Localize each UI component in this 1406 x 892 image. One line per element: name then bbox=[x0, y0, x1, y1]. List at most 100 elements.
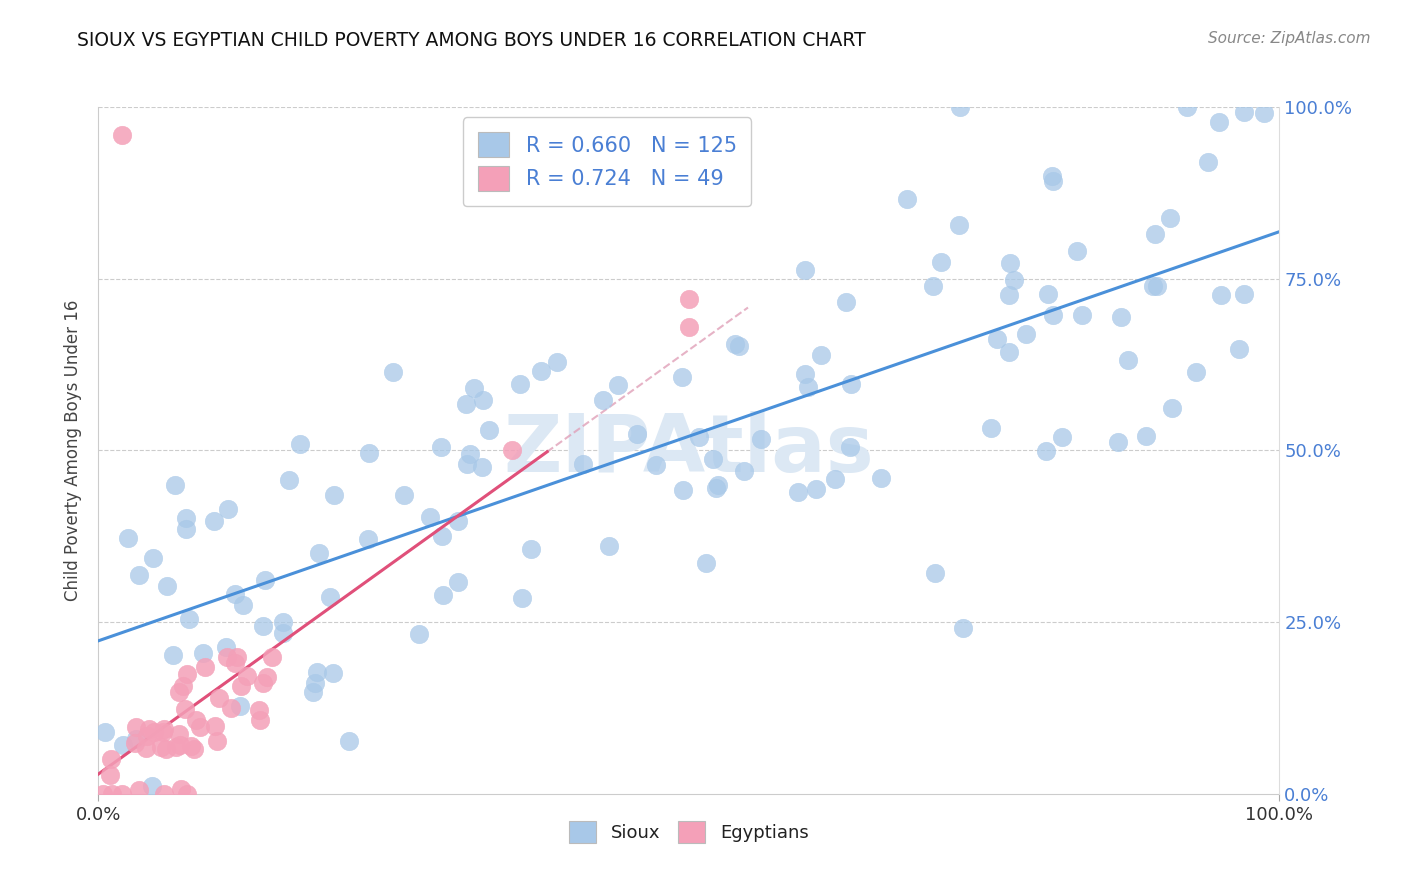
Point bbox=[948, 219, 970, 233]
Point bbox=[952, 621, 974, 635]
Point bbox=[870, 471, 893, 485]
Point bbox=[176, 510, 198, 524]
Point bbox=[1070, 309, 1092, 323]
Point bbox=[1035, 444, 1057, 458]
Point bbox=[1159, 211, 1181, 225]
Point bbox=[224, 587, 246, 601]
Point bbox=[322, 665, 344, 680]
Point bbox=[1185, 365, 1208, 379]
Point bbox=[607, 378, 630, 392]
Point bbox=[125, 720, 148, 734]
Point bbox=[839, 440, 862, 454]
Point bbox=[162, 648, 184, 662]
Point bbox=[304, 676, 326, 690]
Point bbox=[202, 514, 225, 528]
Point bbox=[1161, 401, 1184, 415]
Point bbox=[804, 482, 827, 496]
Point bbox=[91, 787, 114, 801]
Point bbox=[572, 457, 595, 471]
Point bbox=[1002, 273, 1025, 287]
Point bbox=[111, 787, 134, 801]
Point bbox=[277, 473, 299, 487]
Point bbox=[215, 640, 238, 655]
Point bbox=[794, 368, 817, 382]
Point bbox=[1142, 279, 1164, 293]
Point bbox=[678, 293, 700, 307]
Point bbox=[228, 699, 250, 714]
Point bbox=[176, 667, 198, 681]
Point bbox=[733, 464, 755, 478]
Point bbox=[94, 724, 117, 739]
Point bbox=[998, 288, 1021, 302]
Point bbox=[1042, 174, 1064, 188]
Point bbox=[419, 510, 441, 524]
Point bbox=[136, 729, 159, 743]
Point bbox=[1050, 430, 1073, 444]
Point bbox=[458, 447, 481, 461]
Point bbox=[749, 433, 772, 447]
Point bbox=[381, 365, 404, 379]
Point bbox=[707, 478, 730, 492]
Point bbox=[530, 364, 553, 378]
Point bbox=[1111, 310, 1133, 324]
Point bbox=[308, 546, 330, 560]
Point bbox=[256, 669, 278, 683]
Point bbox=[471, 460, 494, 475]
Point bbox=[176, 787, 198, 801]
Point bbox=[598, 540, 620, 554]
Point bbox=[180, 739, 202, 753]
Point bbox=[671, 369, 693, 384]
Point bbox=[1135, 429, 1157, 443]
Point bbox=[645, 458, 668, 473]
Point bbox=[236, 669, 259, 683]
Point bbox=[249, 703, 271, 717]
Point bbox=[592, 393, 614, 408]
Point bbox=[520, 541, 543, 556]
Point bbox=[678, 319, 700, 334]
Point bbox=[323, 488, 346, 502]
Point bbox=[155, 742, 177, 756]
Point bbox=[271, 626, 294, 640]
Point bbox=[138, 723, 160, 737]
Point bbox=[824, 472, 846, 486]
Point bbox=[702, 451, 724, 466]
Point bbox=[252, 675, 274, 690]
Point bbox=[478, 423, 501, 437]
Point bbox=[728, 338, 751, 352]
Text: SIOUX VS EGYPTIAN CHILD POVERTY AMONG BOYS UNDER 16 CORRELATION CHART: SIOUX VS EGYPTIAN CHILD POVERTY AMONG BO… bbox=[77, 31, 866, 50]
Point bbox=[432, 588, 454, 602]
Point bbox=[156, 579, 179, 593]
Point bbox=[205, 733, 228, 747]
Point bbox=[153, 787, 176, 801]
Point bbox=[288, 436, 311, 450]
Point bbox=[1000, 255, 1022, 269]
Point bbox=[167, 684, 190, 698]
Point bbox=[392, 487, 415, 501]
Point bbox=[141, 779, 163, 793]
Point bbox=[188, 719, 211, 733]
Point bbox=[408, 627, 430, 641]
Point bbox=[204, 719, 226, 733]
Point bbox=[224, 657, 246, 671]
Point bbox=[922, 278, 945, 293]
Point bbox=[447, 574, 470, 589]
Point bbox=[1197, 154, 1219, 169]
Point bbox=[221, 701, 243, 715]
Point bbox=[724, 337, 747, 351]
Point bbox=[357, 446, 380, 460]
Point bbox=[229, 679, 252, 693]
Point bbox=[191, 647, 214, 661]
Point bbox=[1227, 343, 1250, 357]
Point bbox=[896, 192, 918, 206]
Point bbox=[429, 440, 451, 454]
Point bbox=[208, 691, 231, 706]
Point bbox=[471, 392, 494, 407]
Point bbox=[672, 483, 695, 497]
Point bbox=[117, 531, 139, 545]
Point bbox=[509, 377, 531, 392]
Point bbox=[356, 532, 378, 546]
Point bbox=[510, 591, 533, 606]
Point bbox=[215, 649, 238, 664]
Point bbox=[1036, 287, 1059, 301]
Point bbox=[271, 615, 294, 629]
